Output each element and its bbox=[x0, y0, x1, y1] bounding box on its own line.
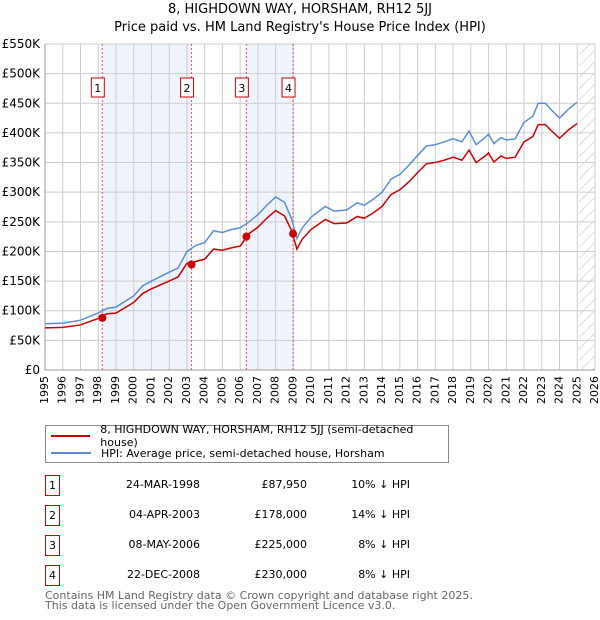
sale-price: £178,000 bbox=[254, 508, 308, 521]
chart-title: 8, HIGHDOWN WAY, HORSHAM, RH12 5JJ bbox=[167, 2, 433, 17]
sale-point bbox=[98, 313, 107, 322]
footer: Contains HM Land Registry data © Crown c… bbox=[45, 589, 473, 612]
x-tick-label: 1999 bbox=[109, 376, 122, 404]
x-tick-label: 2011 bbox=[322, 376, 335, 404]
x-tick-label: 2004 bbox=[198, 376, 211, 404]
sale-period-shade bbox=[102, 44, 192, 370]
x-tick-label: 1998 bbox=[91, 376, 104, 404]
x-tick-label: 2003 bbox=[180, 376, 193, 404]
y-tick-label: £450K bbox=[2, 96, 42, 110]
sale-hpi-diff: 10% ↓ HPI bbox=[351, 478, 410, 491]
x-tick-label: 2018 bbox=[446, 376, 459, 404]
sale-date: 22-DEC-2008 bbox=[126, 568, 200, 581]
sale-date: 08-MAY-2006 bbox=[128, 538, 200, 551]
x-tick-label: 2009 bbox=[286, 376, 299, 404]
sale-date: 04-APR-2003 bbox=[128, 508, 200, 521]
x-tick-label: 2006 bbox=[233, 376, 246, 404]
x-tick-label: 2007 bbox=[251, 376, 264, 404]
y-tick-label: £200K bbox=[2, 244, 42, 258]
sale-price: £225,000 bbox=[254, 538, 308, 551]
sale-price: £87,950 bbox=[261, 478, 308, 491]
chart-subtitle: Price paid vs. HM Land Registry's House … bbox=[114, 20, 486, 35]
x-tick-label: 2015 bbox=[393, 376, 406, 404]
y-tick-label: £0 bbox=[25, 363, 40, 377]
x-tick-label: 2020 bbox=[482, 376, 495, 404]
x-tick-label: 2019 bbox=[464, 376, 477, 404]
sale-point bbox=[187, 260, 196, 269]
y-tick-label: £400K bbox=[2, 126, 42, 140]
x-tick-label: 2002 bbox=[162, 376, 175, 404]
x-tick-label: 2000 bbox=[127, 376, 140, 404]
sale-label: 4 bbox=[285, 82, 292, 95]
x-tick-label: 1995 bbox=[38, 376, 51, 404]
sale-label-box bbox=[234, 77, 249, 98]
footer-line2: This data is licensed under the Open Gov… bbox=[45, 599, 396, 612]
sale-date: 24-MAR-1998 bbox=[125, 478, 200, 491]
y-tick-label: £550K bbox=[2, 37, 42, 51]
footer-line1: Contains HM Land Registry data © Crown c… bbox=[45, 589, 473, 602]
x-tick-label: 1997 bbox=[73, 376, 86, 404]
x-tick-label: 2022 bbox=[517, 376, 530, 404]
y-tick-label: £300K bbox=[2, 185, 42, 199]
sale-label-box bbox=[281, 77, 296, 98]
sale-badge: 4 bbox=[45, 565, 60, 586]
x-tick-label: 2016 bbox=[411, 376, 424, 404]
x-tick-label: 2024 bbox=[553, 376, 566, 404]
sale-point bbox=[289, 229, 298, 238]
x-tick-label: 2001 bbox=[144, 376, 157, 404]
legend-blue-line bbox=[51, 452, 91, 454]
sale-hpi-diff: 14% ↓ HPI bbox=[351, 508, 410, 521]
x-tick-label: 2025 bbox=[570, 376, 583, 404]
legend-red-line bbox=[51, 435, 91, 437]
x-tick-label: 2005 bbox=[215, 376, 228, 404]
sale-point bbox=[242, 232, 251, 241]
sale-row: 3 08-MAY-2006 £225,000 8% ↓ HPI bbox=[45, 535, 410, 556]
y-tick-label: £150K bbox=[2, 274, 42, 288]
sale-label-box bbox=[90, 77, 105, 98]
x-tick-label: 2023 bbox=[535, 376, 548, 404]
legend-label-property: 8, HIGHDOWN WAY, HORSHAM, RH12 5JJ (semi… bbox=[100, 423, 414, 449]
sale-badge: 1 bbox=[45, 475, 60, 496]
y-tick-label: £350K bbox=[2, 156, 42, 170]
sale-row: 4 22-DEC-2008 £230,000 8% ↓ HPI bbox=[45, 565, 410, 586]
y-tick-label: £500K bbox=[2, 67, 42, 81]
hpi-line bbox=[44, 101, 578, 325]
legend: 8, HIGHDOWN WAY, HORSHAM, RH12 5JJ (semi… bbox=[45, 423, 449, 463]
sale-price: £230,000 bbox=[254, 568, 308, 581]
x-tick-label: 2026 bbox=[588, 376, 600, 404]
sale-row: 1 24-MAR-1998 £87,950 10% ↓ HPI bbox=[45, 475, 410, 496]
sale-label: 2 bbox=[184, 82, 191, 95]
chart-plot: 1995 1996 1997 1998 1999 2000 2001 2002 2003 2004… bbox=[2, 37, 600, 404]
sale-row: 2 04-APR-2003 £178,000 14% ↓ HPI bbox=[45, 505, 410, 526]
x-tick-label: 2010 bbox=[304, 376, 317, 404]
future-hatch bbox=[579, 44, 595, 370]
sale-label: 1 bbox=[94, 82, 101, 95]
x-tick-label: 2014 bbox=[375, 376, 388, 404]
x-tick-label: 2021 bbox=[499, 376, 512, 404]
sale-badge: 3 bbox=[45, 535, 60, 556]
x-tick-label: 2012 bbox=[340, 376, 353, 404]
x-tick-label: 2017 bbox=[428, 376, 441, 404]
sale-label: 3 bbox=[238, 82, 245, 95]
x-tick-label: 2013 bbox=[357, 376, 370, 404]
sale-period-shade bbox=[246, 44, 294, 370]
property-price-line bbox=[44, 122, 578, 329]
y-tick-label: £250K bbox=[2, 215, 42, 229]
y-tick-label: £100K bbox=[2, 304, 42, 318]
sale-label-box bbox=[180, 77, 195, 98]
x-tick-label: 2008 bbox=[269, 376, 282, 404]
y-tick-label: £50K bbox=[9, 333, 41, 347]
sale-badge: 2 bbox=[45, 505, 60, 526]
sale-hpi-diff: 8% ↓ HPI bbox=[358, 568, 410, 581]
sale-hpi-diff: 8% ↓ HPI bbox=[358, 538, 410, 551]
x-tick-label: 1996 bbox=[56, 376, 69, 404]
legend-label-hpi: HPI: Average price, semi-detached house,… bbox=[101, 446, 385, 460]
